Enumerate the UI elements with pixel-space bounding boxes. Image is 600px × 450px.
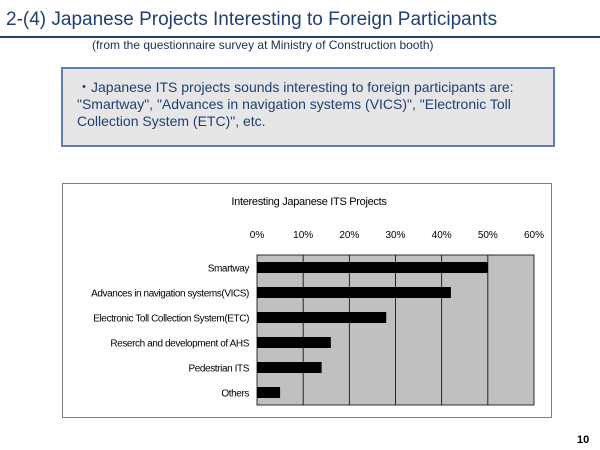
x-tick-label: 30% bbox=[385, 230, 405, 241]
summary-note-line: "Smartway", "Advances in navigation syst… bbox=[77, 96, 511, 112]
bar bbox=[257, 362, 322, 373]
summary-note-box: ・Japanese ITS projects sounds interestin… bbox=[61, 67, 555, 147]
slide-title: 2-(4) Japanese Projects Interesting to F… bbox=[6, 9, 498, 30]
category-label: Advances in navigation systems(VICS) bbox=[91, 289, 249, 300]
x-tick-label: 0% bbox=[250, 230, 265, 241]
bar bbox=[257, 262, 488, 273]
slide-subtitle: (from the questionnaire survey at Minist… bbox=[92, 38, 434, 52]
x-tick-label: 60% bbox=[524, 230, 544, 241]
bar bbox=[257, 312, 387, 323]
summary-note-line: Collection System (ETC)", etc. bbox=[77, 113, 266, 129]
category-label: Smartway bbox=[208, 264, 250, 275]
page-number: 10 bbox=[577, 434, 590, 446]
bar-chart: Interesting Japanese ITS Projects 0% 10% 2… bbox=[91, 196, 544, 406]
x-tick-label: 40% bbox=[432, 230, 452, 241]
category-label: Pedestrian ITS bbox=[188, 364, 249, 375]
bar bbox=[257, 287, 451, 298]
x-tick-label: 50% bbox=[478, 230, 498, 241]
chart-title: Interesting Japanese ITS Projects bbox=[231, 196, 387, 208]
chart-frame: Interesting Japanese ITS Projects 0% 10% 2… bbox=[62, 183, 552, 418]
category-label: Electronic Toll Collection System(ETC) bbox=[93, 314, 249, 325]
summary-note-line: ・Japanese ITS projects sounds interestin… bbox=[77, 79, 514, 95]
bar bbox=[257, 387, 281, 398]
x-tick-label: 10% bbox=[293, 230, 313, 241]
category-label: Others bbox=[221, 389, 249, 400]
category-label: Reserch and development of AHS bbox=[110, 339, 249, 350]
bar bbox=[257, 337, 331, 348]
x-tick-label: 20% bbox=[339, 230, 359, 241]
title-divider bbox=[0, 36, 600, 38]
